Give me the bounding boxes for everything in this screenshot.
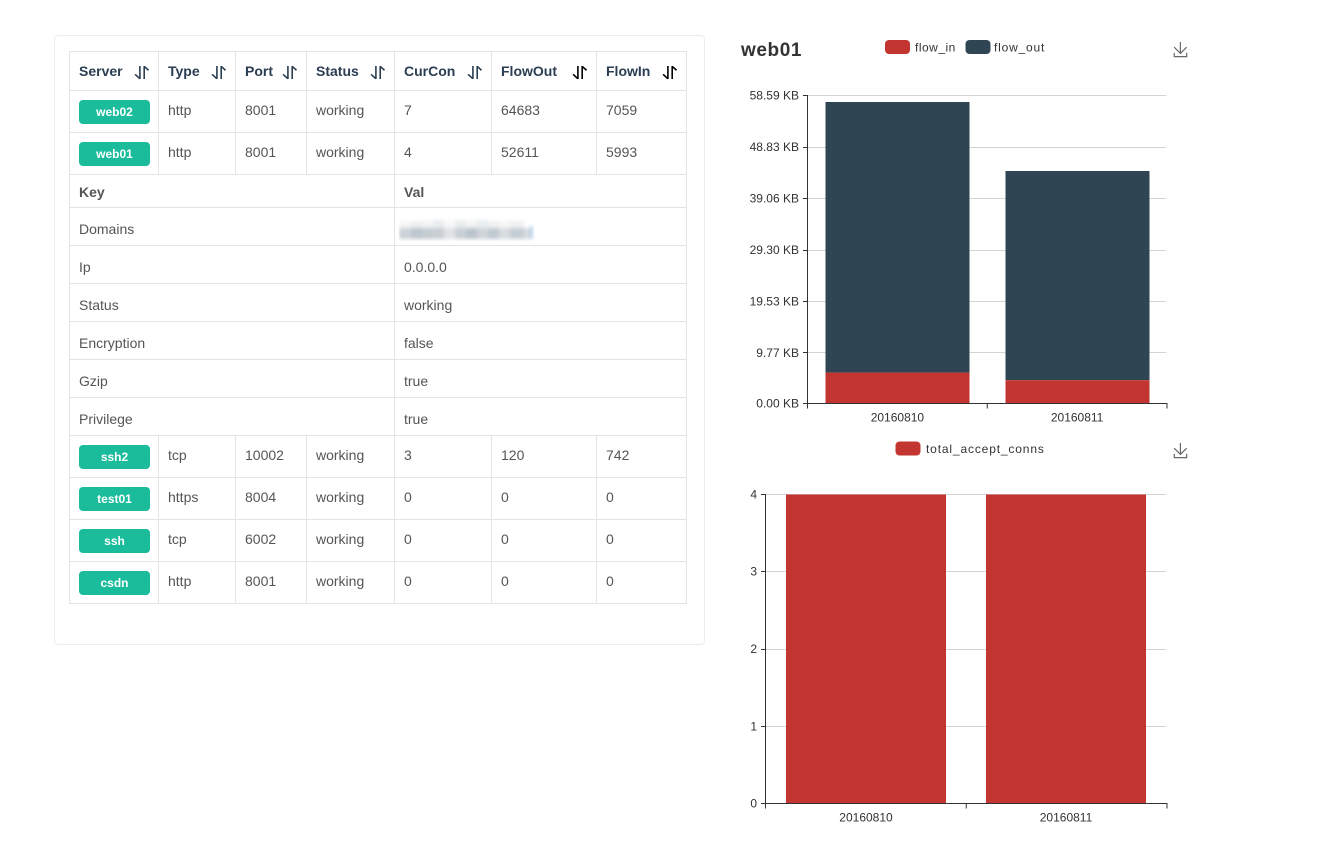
- svg-text:4: 4: [750, 487, 757, 501]
- svg-text:0.00 KB: 0.00 KB: [756, 397, 799, 411]
- svg-text:19.53 KB: 19.53 KB: [750, 294, 799, 308]
- svg-text:2: 2: [750, 642, 757, 656]
- svg-text:flow_out: flow_out: [994, 41, 1045, 55]
- svg-text:48.83 KB: 48.83 KB: [750, 140, 799, 154]
- svg-text:3: 3: [750, 565, 757, 579]
- svg-text:web01: web01: [740, 40, 802, 61]
- svg-text:20160811: 20160811: [1040, 811, 1093, 825]
- svg-text:1: 1: [750, 719, 757, 733]
- svg-text:20160810: 20160810: [871, 411, 925, 425]
- svg-text:20160810: 20160810: [839, 811, 893, 825]
- svg-text:39.06 KB: 39.06 KB: [750, 191, 799, 205]
- svg-text:29.30 KB: 29.30 KB: [750, 243, 799, 257]
- svg-text:9.77 KB: 9.77 KB: [756, 346, 799, 360]
- svg-text:20160811: 20160811: [1051, 411, 1104, 425]
- svg-text:total_accept_conns: total_accept_conns: [926, 442, 1045, 456]
- svg-text:58.59 KB: 58.59 KB: [750, 89, 799, 103]
- svg-text:flow_in: flow_in: [915, 41, 956, 55]
- svg-text:0: 0: [750, 797, 757, 811]
